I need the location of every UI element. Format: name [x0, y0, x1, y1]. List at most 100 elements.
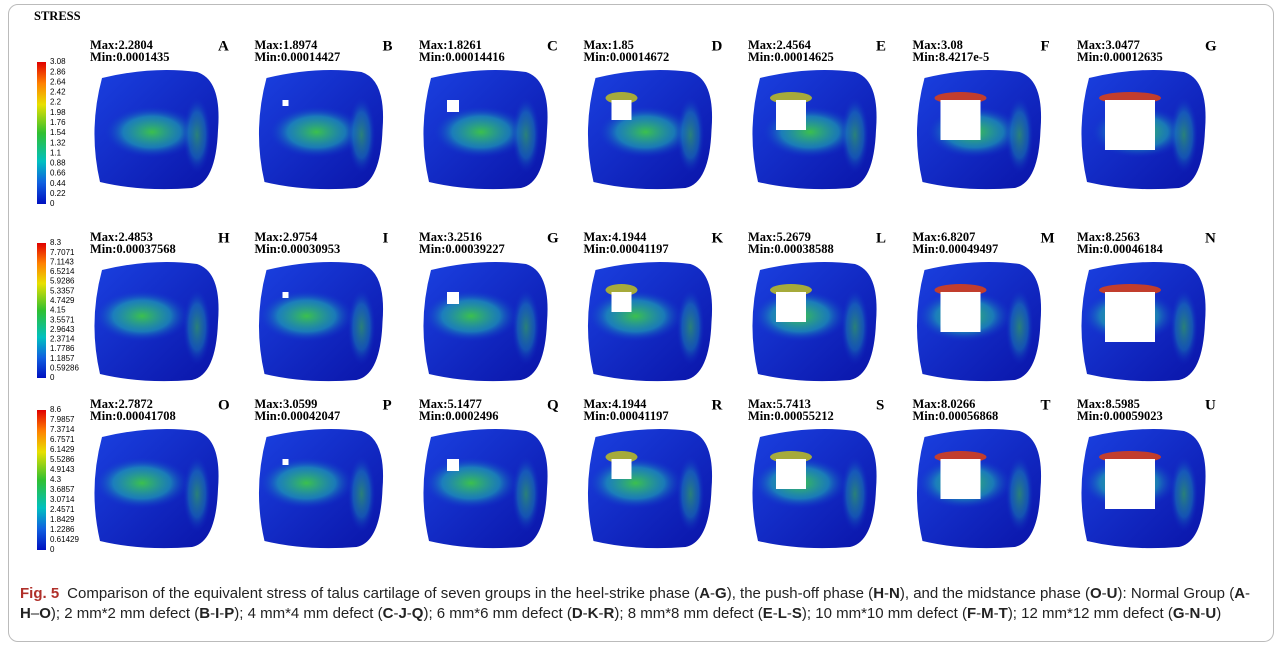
- defect: [447, 292, 459, 304]
- stress-region: [1170, 97, 1198, 173]
- caption-bold: A: [1234, 585, 1245, 602]
- stress-region: [677, 97, 705, 173]
- panel-letter: S: [876, 397, 884, 413]
- panel-letter: G: [547, 230, 559, 246]
- stress-region: [183, 97, 211, 173]
- caption-text: Comparison of the equivalent stress of t…: [67, 585, 699, 602]
- min-label: Min:0.00014416: [419, 50, 505, 64]
- panel-letter: I: [383, 230, 389, 246]
- panel-letter: K: [712, 230, 724, 246]
- legend-label: 3.0714: [50, 495, 75, 504]
- caption-text: ); 4 mm*4 mm defect (: [234, 605, 382, 622]
- caption-bold: F: [967, 605, 976, 622]
- min-label: Min:0.00059023: [1077, 409, 1163, 423]
- stress-region: [841, 456, 869, 532]
- legend-label: 7.1143: [50, 257, 74, 266]
- legend-label: 8.6: [50, 405, 62, 414]
- caption-bold: G: [1173, 605, 1185, 622]
- legend-label: 1.32: [50, 138, 66, 147]
- caption-bold: D: [572, 605, 583, 622]
- caption-text: ), the push-off phase (: [727, 585, 873, 602]
- page: STRESS 3.082.862.642.422.21.981.761.541.…: [0, 0, 1284, 649]
- legend-label: 6.5214: [50, 267, 75, 276]
- stress-region: [94, 457, 190, 509]
- legend-label: 7.7071: [50, 248, 75, 257]
- min-label: Min:0.0001435: [90, 50, 170, 64]
- legend-label: 4.15: [50, 306, 66, 315]
- caption-text: –: [31, 605, 39, 622]
- panel-letter: D: [712, 38, 723, 54]
- legend-label: 0.66: [50, 169, 66, 178]
- legend-label: 1.54: [50, 128, 66, 137]
- caption-bold: G: [715, 585, 727, 602]
- defect: [612, 292, 632, 312]
- caption-bold: O: [1090, 585, 1102, 602]
- min-label: Min:0.00056868: [913, 409, 999, 423]
- min-label: Min:0.00012635: [1077, 50, 1163, 64]
- stress-region: [588, 457, 684, 509]
- stress-region: [348, 456, 376, 532]
- legend-label: 2.86: [50, 67, 66, 76]
- legend-label: 5.9286: [50, 277, 75, 286]
- panel-letter: F: [1041, 38, 1050, 54]
- stress-region: [841, 289, 869, 365]
- stress-region: [1006, 289, 1034, 365]
- caption-bold: N: [889, 585, 900, 602]
- legend-label: 4.3: [50, 475, 62, 484]
- caption-bold: N: [1190, 605, 1201, 622]
- legend-label: 0.61429: [50, 535, 79, 544]
- stress-region: [183, 456, 211, 532]
- defect: [776, 459, 806, 489]
- legend-label: 3.08: [50, 57, 66, 66]
- caption-bold: K: [588, 605, 599, 622]
- legend-label: 0: [50, 199, 55, 208]
- panel-letter: N: [1205, 230, 1216, 246]
- caption-text: ); 10 mm*10 mm defect (: [802, 605, 967, 622]
- color-bar: [37, 410, 46, 550]
- legend-label: 2.64: [50, 77, 66, 86]
- defect: [447, 459, 459, 471]
- min-label: Min:0.00041197: [584, 409, 669, 423]
- defect: [283, 459, 289, 465]
- caption-bold: E: [763, 605, 773, 622]
- min-label: Min:0.00014625: [748, 50, 834, 64]
- caption-text: ): Normal Group (: [1118, 585, 1235, 602]
- panel-letter: H: [218, 230, 230, 246]
- legend-label: 2.42: [50, 88, 66, 97]
- stress-title: STRESS: [34, 9, 81, 23]
- min-label: Min:0.00037568: [90, 242, 176, 256]
- defect: [612, 100, 632, 120]
- legend-label: 2.9643: [50, 325, 75, 334]
- min-label: Min:0.00055212: [748, 409, 834, 423]
- stress-region: [1170, 456, 1198, 532]
- caption-bold: U: [1107, 585, 1118, 602]
- caption-bold: U: [1205, 605, 1216, 622]
- defect: [1105, 292, 1155, 342]
- stress-region: [348, 289, 376, 365]
- stress-region: [588, 290, 684, 342]
- legend-label: 0.59286: [50, 363, 79, 372]
- panel-letter: C: [547, 38, 558, 54]
- defect: [776, 292, 806, 322]
- legend-label: 0: [50, 545, 55, 554]
- panel-letter: U: [1205, 397, 1216, 413]
- caption-text: ): [1216, 605, 1221, 622]
- defect: [941, 100, 981, 140]
- defect: [447, 100, 459, 112]
- stress-region: [841, 97, 869, 173]
- stress-region: [677, 456, 705, 532]
- legend-label: 0: [50, 373, 55, 382]
- caption-text: ); 2 mm*2 mm defect (: [51, 605, 199, 622]
- legend-label: 0.22: [50, 189, 66, 198]
- legend-label: 1.8429: [50, 515, 75, 524]
- min-label: Min:0.00042047: [255, 409, 341, 423]
- caption-bold: T: [999, 605, 1008, 622]
- caption-bold: R: [604, 605, 615, 622]
- legend-label: 0.88: [50, 159, 66, 168]
- panel-letter: T: [1041, 397, 1051, 413]
- caption-bold: Q: [412, 605, 424, 622]
- legend-label: 5.3357: [50, 286, 75, 295]
- stress-region: [512, 289, 540, 365]
- stress-region: [94, 290, 190, 342]
